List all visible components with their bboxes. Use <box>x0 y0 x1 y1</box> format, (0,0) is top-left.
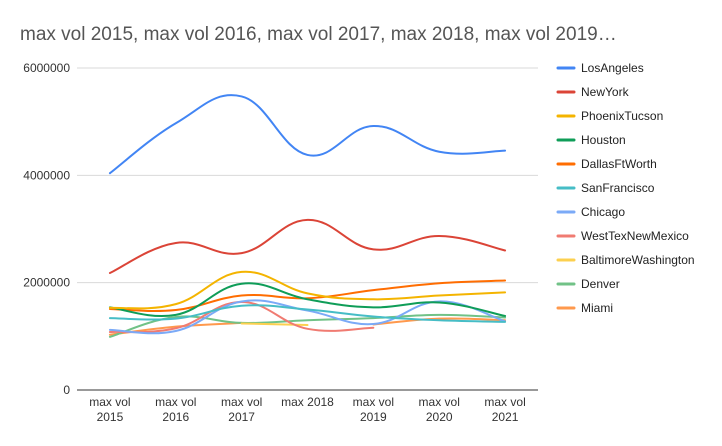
legend-item: PhoenixTucson <box>556 109 663 123</box>
y-tick-label: 2000000 <box>23 276 70 290</box>
series-line <box>372 317 507 326</box>
x-tick-label-line: max vol <box>353 395 394 409</box>
x-tick-label-line: 2015 <box>97 410 124 424</box>
legend-label: DallasFtWorth <box>581 157 657 171</box>
y-axis: 0 2000000 4000000 6000000 <box>23 61 70 397</box>
legend-label: PhoenixTucson <box>581 109 663 123</box>
legend-label: LosAngeles <box>581 61 644 75</box>
x-tick-label-line: 2019 <box>360 410 387 424</box>
series-line <box>108 279 507 313</box>
x-tick-label-line: max vol <box>89 395 130 409</box>
series-line <box>108 94 507 175</box>
legend-item: Miami <box>556 301 613 315</box>
series-NewYork <box>108 218 507 275</box>
x-tick-label-line: 2020 <box>426 410 453 424</box>
legend-label: Houston <box>581 133 626 147</box>
series-BaltimoreWashington <box>240 322 309 327</box>
x-tick-label-line: max 2018 <box>281 395 334 409</box>
x-tick-label: max vol 2017 <box>221 395 262 424</box>
x-tick-label: max 2018 <box>281 395 334 409</box>
x-tick-label: max vol 2015 <box>89 395 130 424</box>
series-line <box>108 218 507 275</box>
series-Houston <box>108 282 507 317</box>
y-tick-label: 4000000 <box>23 168 70 182</box>
x-tick-label: max vol 2020 <box>419 395 460 424</box>
legend-item: LosAngeles <box>556 61 644 75</box>
legend-label: Denver <box>581 277 620 291</box>
legend-item: SanFrancisco <box>556 181 655 195</box>
x-tick-label-line: max vol <box>419 395 460 409</box>
series-line <box>108 304 507 323</box>
chart-title: max vol 2015, max vol 2016, max vol 2017… <box>20 24 617 45</box>
series-Chicago <box>108 299 507 335</box>
series-line <box>108 270 507 310</box>
legend-item: DallasFtWorth <box>556 157 657 171</box>
x-tick-label-line: 2017 <box>228 410 255 424</box>
legend-item: WestTexNewMexico <box>556 229 689 243</box>
x-tick-label-line: max vol <box>484 395 525 409</box>
legend-label: NewYork <box>581 85 630 99</box>
x-tick-label: max vol 2021 <box>484 395 525 424</box>
legend-label: WestTexNewMexico <box>581 229 689 243</box>
legend-label: Miami <box>581 301 613 315</box>
series-line <box>108 313 507 338</box>
legend: LosAngeles NewYork PhoenixTucson Houston Dal… <box>556 61 695 315</box>
x-tick-label-line: 2016 <box>162 410 189 424</box>
series-Denver <box>108 313 507 338</box>
series-SanFrancisco <box>108 304 507 323</box>
series-lines <box>108 94 507 338</box>
series-PhoenixTucson <box>108 270 507 310</box>
y-tick-label: 6000000 <box>23 61 70 75</box>
x-tick-label: max vol 2016 <box>155 395 196 424</box>
y-tick-label: 0 <box>63 383 70 397</box>
series-line <box>240 322 309 327</box>
legend-item: Denver <box>556 277 620 291</box>
x-tick-label-line: max vol <box>155 395 196 409</box>
legend-item: Chicago <box>556 205 625 219</box>
x-tick-label-line: max vol <box>221 395 262 409</box>
legend-label: BaltimoreWashington <box>581 253 695 267</box>
legend-item: BaltimoreWashington <box>556 253 695 267</box>
series-LosAngeles <box>108 94 507 175</box>
legend-label: Chicago <box>581 205 625 219</box>
series-DallasFtWorth <box>108 279 507 313</box>
series-line <box>108 282 507 317</box>
x-tick-label-line: 2021 <box>492 410 519 424</box>
series-line <box>108 299 507 335</box>
x-tick-label: max vol 2019 <box>353 395 394 424</box>
gridlines <box>77 67 538 391</box>
legend-label: SanFrancisco <box>581 181 655 195</box>
legend-item: Houston <box>556 133 626 147</box>
legend-item: NewYork <box>556 85 630 99</box>
